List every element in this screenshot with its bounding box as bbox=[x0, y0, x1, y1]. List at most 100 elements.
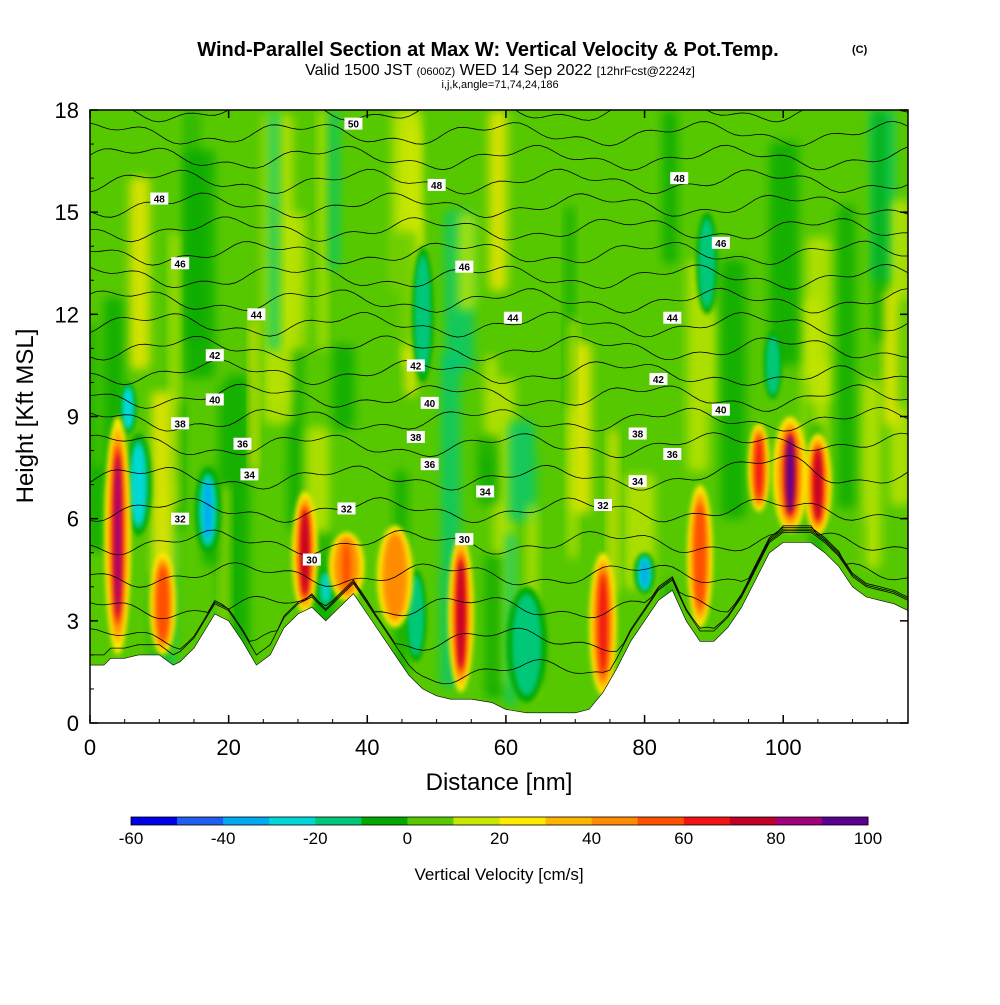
updraft-cell bbox=[390, 542, 400, 611]
velocity-streak bbox=[568, 318, 578, 559]
theta-label: 34 bbox=[480, 487, 492, 498]
colorbar-swatch bbox=[315, 817, 362, 825]
theta-contour bbox=[90, 383, 908, 412]
theta-label-box bbox=[205, 393, 224, 406]
theta-contour bbox=[90, 531, 908, 685]
x-tick-label: 0 bbox=[84, 735, 96, 760]
terrain bbox=[90, 542, 908, 723]
updraft-cell bbox=[159, 569, 166, 639]
theta-contour bbox=[90, 359, 908, 386]
downdraft-cell bbox=[703, 227, 711, 300]
x-tick-label: 40 bbox=[355, 735, 379, 760]
colorbar-swatch bbox=[729, 817, 777, 825]
x-tick-label: 60 bbox=[494, 735, 518, 760]
theta-label: 38 bbox=[632, 430, 644, 441]
theta-label: 32 bbox=[597, 501, 609, 512]
theta-label: 46 bbox=[175, 259, 187, 270]
theta-label: 36 bbox=[424, 460, 436, 471]
updraft-cell bbox=[301, 511, 308, 594]
theta-label-box bbox=[247, 308, 266, 321]
theta-contour bbox=[90, 527, 908, 588]
y-tick-label: 12 bbox=[55, 302, 79, 327]
theta-contour bbox=[131, 110, 908, 123]
theta-label: 44 bbox=[507, 314, 519, 325]
theta-label: 34 bbox=[244, 470, 256, 481]
theta-label-box bbox=[240, 468, 259, 481]
theta-label-box bbox=[406, 430, 425, 443]
velocity-streak bbox=[249, 317, 258, 472]
colorbar-swatch bbox=[177, 817, 224, 825]
theta-label-box bbox=[205, 349, 224, 362]
theta-label-box bbox=[711, 403, 730, 416]
theta-label-box bbox=[476, 485, 495, 498]
theta-label-box bbox=[344, 117, 363, 130]
theta-label-box bbox=[171, 257, 190, 270]
theta-label-box bbox=[427, 178, 446, 191]
theta-contour bbox=[90, 144, 908, 171]
velocity-streak bbox=[662, 110, 678, 265]
valid-fcst: [12hrFcst@2224z] bbox=[597, 64, 695, 78]
velocity-streak bbox=[332, 344, 355, 430]
updraft-cell bbox=[457, 561, 464, 667]
theta-contour bbox=[90, 497, 908, 523]
theta-contour bbox=[90, 311, 908, 338]
valid-date: WED 14 Sep 2022 bbox=[460, 62, 593, 79]
colorbar-tick-label: 20 bbox=[490, 829, 509, 848]
x-tick-label: 100 bbox=[765, 735, 802, 760]
theta-label: 42 bbox=[410, 361, 422, 372]
theta-label: 44 bbox=[667, 314, 679, 325]
theta-label: 38 bbox=[410, 433, 422, 444]
colorbar: -60 -40 -20 0 20 40 60 80 100 bbox=[119, 816, 882, 848]
theta-label: 30 bbox=[459, 535, 471, 546]
velocity-streak bbox=[861, 380, 881, 569]
theta-label-box bbox=[406, 359, 425, 372]
theta-label-box bbox=[628, 427, 647, 440]
y-tick-label: 15 bbox=[55, 200, 79, 225]
updraft-cell bbox=[599, 576, 607, 673]
downdraft-cell bbox=[641, 558, 649, 588]
downdraft-cell bbox=[769, 341, 776, 390]
indices-line: i,j,k,angle=71,74,24,186 bbox=[441, 79, 558, 91]
theta-label-box bbox=[711, 236, 730, 249]
y-tick-label: 3 bbox=[67, 609, 79, 634]
downdraft-cell bbox=[203, 480, 212, 540]
velocity-streak bbox=[859, 159, 869, 341]
theta-contour bbox=[90, 263, 908, 290]
x-tick-label: 80 bbox=[632, 735, 656, 760]
theta-label-box bbox=[663, 311, 682, 324]
x-axis-label: Distance [nm] bbox=[426, 769, 573, 796]
theta-label-box bbox=[593, 499, 612, 512]
theta-label: 48 bbox=[154, 195, 166, 206]
theta-contour bbox=[90, 406, 908, 432]
colorbar-swatch bbox=[223, 817, 270, 825]
downdraft-cell bbox=[125, 390, 131, 426]
colorbar-tick-label: 60 bbox=[674, 829, 693, 848]
theta-label: 38 bbox=[175, 419, 187, 430]
y-axis-label: Height [Kft MSL] bbox=[12, 329, 39, 504]
velocity-streak bbox=[837, 205, 856, 509]
theta-label: 30 bbox=[306, 556, 318, 567]
colorbar-swatch bbox=[131, 817, 178, 825]
velocity-streak bbox=[806, 237, 832, 403]
chart-title: Wind-Parallel Section at Max W: Vertical… bbox=[197, 39, 778, 61]
theta-contour bbox=[90, 525, 908, 556]
theta-label-box bbox=[455, 533, 474, 546]
colorbar-swatch bbox=[637, 817, 685, 825]
theta-label-box bbox=[233, 437, 252, 450]
velocity-streak bbox=[364, 223, 392, 558]
updraft-cell bbox=[786, 435, 795, 514]
velocity-streak bbox=[329, 110, 340, 271]
velocity-streak bbox=[873, 110, 887, 343]
colorbar-swatch bbox=[361, 817, 408, 825]
theta-contour bbox=[90, 432, 908, 459]
theta-label-box bbox=[337, 502, 356, 515]
colorbar-swatch bbox=[407, 817, 454, 825]
velocity-streak bbox=[129, 177, 150, 370]
velocity-streak bbox=[507, 421, 537, 523]
colorbar-swatch bbox=[545, 817, 593, 825]
colorbar-tick-label: 40 bbox=[582, 829, 601, 848]
velocity-streak bbox=[883, 290, 897, 427]
theta-label: 32 bbox=[341, 504, 353, 515]
velocity-streak bbox=[489, 110, 508, 291]
